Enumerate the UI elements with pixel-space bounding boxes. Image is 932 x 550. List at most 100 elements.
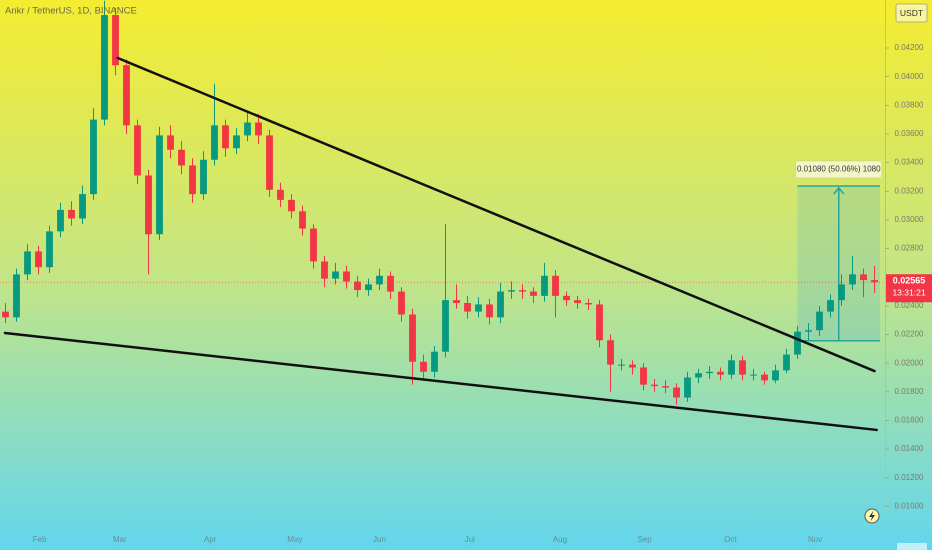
y-tick-label: 0.01800 [895, 387, 924, 396]
candle-body [13, 274, 20, 318]
candle-body [618, 364, 625, 366]
candle-body [68, 209, 75, 219]
candle-body [838, 284, 845, 301]
candle-body [728, 360, 735, 375]
candle-body [607, 340, 614, 365]
candle-body [530, 291, 537, 296]
candle-body [101, 15, 108, 120]
corner-box[interactable] [897, 543, 927, 550]
currency-box[interactable] [895, 3, 928, 23]
last-price-label: 0.02565 [893, 276, 926, 286]
candle-body [640, 367, 647, 385]
candle-body [860, 274, 867, 281]
candle-body [596, 304, 603, 341]
candle-body [222, 125, 229, 149]
overlay-layer: 0.04200 0.04000 0.03800 0.03600 0.03400 0.032… [3, 43, 932, 544]
candle-body [420, 361, 427, 372]
candle-body [189, 165, 196, 195]
candle-body [827, 300, 834, 312]
grid-layer [0, 47, 889, 550]
replay-icon[interactable] [864, 508, 880, 524]
candle-body [695, 373, 702, 378]
candle-body [552, 275, 559, 296]
x-tick-label: Mar [113, 535, 127, 544]
candle-body [805, 330, 812, 332]
candle-body [24, 251, 31, 275]
candle-body [464, 303, 471, 312]
candle-body [79, 194, 86, 219]
candle-body [409, 314, 416, 362]
y-tick-label: 0.02200 [895, 330, 924, 339]
candle-body [871, 280, 878, 283]
y-tick-label: 0.03600 [895, 129, 924, 138]
candle-body [277, 189, 284, 200]
candle-body [794, 331, 801, 355]
candle-body [266, 135, 273, 190]
candle-body [299, 211, 306, 229]
candle-body [706, 371, 713, 374]
y-tick-label: 0.01600 [895, 416, 924, 425]
candle-body [684, 377, 691, 398]
candle-body [123, 65, 130, 126]
candle-body [332, 271, 339, 279]
y-tick-label: 0.02800 [895, 244, 924, 253]
candle-body [233, 135, 240, 149]
candle-body [145, 175, 152, 235]
y-tick-label: 0.04000 [895, 72, 924, 81]
y-tick-label: 0.01400 [895, 444, 924, 453]
x-tick-label: Sep [637, 535, 652, 544]
y-tick-label: 0.01000 [895, 502, 924, 511]
candle-body [431, 351, 438, 372]
y-tick-label: 0.03400 [895, 158, 924, 167]
candle-body [310, 228, 317, 262]
measure-label: 0.01080 (50.06%) 1080 [797, 165, 881, 174]
y-tick-label: 0.03000 [895, 215, 924, 224]
candle-body [288, 199, 295, 212]
candle-body [90, 119, 97, 195]
candle-body [354, 281, 361, 291]
candle-body [783, 354, 790, 371]
candle-body [255, 122, 262, 136]
candle-body [750, 374, 757, 376]
trendline [116, 56, 876, 373]
candle-body [211, 125, 218, 160]
measure-arrowhead [833, 186, 845, 195]
candle-body [398, 291, 405, 315]
y-tick-label: 0.02000 [895, 358, 924, 367]
candle-body [35, 251, 42, 268]
candle-body [629, 364, 636, 368]
chart-title: Ankr / TetherUS, 1D, BINANCE [5, 6, 137, 17]
marks-layer [2, 0, 878, 405]
candle-body [475, 304, 482, 312]
candle-body [321, 261, 328, 279]
candle-body [57, 209, 64, 232]
y-tick-label: 0.04200 [895, 43, 924, 52]
y-tick-label: 0.03200 [895, 186, 924, 195]
candle-body [244, 122, 251, 136]
candle-body [662, 386, 669, 388]
candle-body [46, 231, 53, 268]
candle-body [376, 275, 383, 285]
candle-body [497, 291, 504, 318]
candle-body [156, 135, 163, 235]
y-tick-label: 0.02400 [895, 301, 924, 310]
candle-body [563, 295, 570, 301]
candle-body [541, 275, 548, 296]
currency-label: USDT [900, 8, 923, 18]
candle-body [442, 300, 449, 352]
candle-body [134, 125, 141, 176]
candle-body [761, 374, 768, 381]
candle-body [673, 387, 680, 398]
candle-body [365, 284, 372, 291]
candle-body [343, 271, 350, 282]
countdown-label: 13:31:21 [892, 287, 925, 297]
y-tick-label: 0.01200 [895, 473, 924, 482]
x-tick-label: Apr [204, 535, 217, 544]
candle-body [717, 371, 724, 375]
candle-body [508, 290, 515, 292]
x-tick-label: Jul [465, 535, 475, 544]
candle-body [486, 304, 493, 318]
